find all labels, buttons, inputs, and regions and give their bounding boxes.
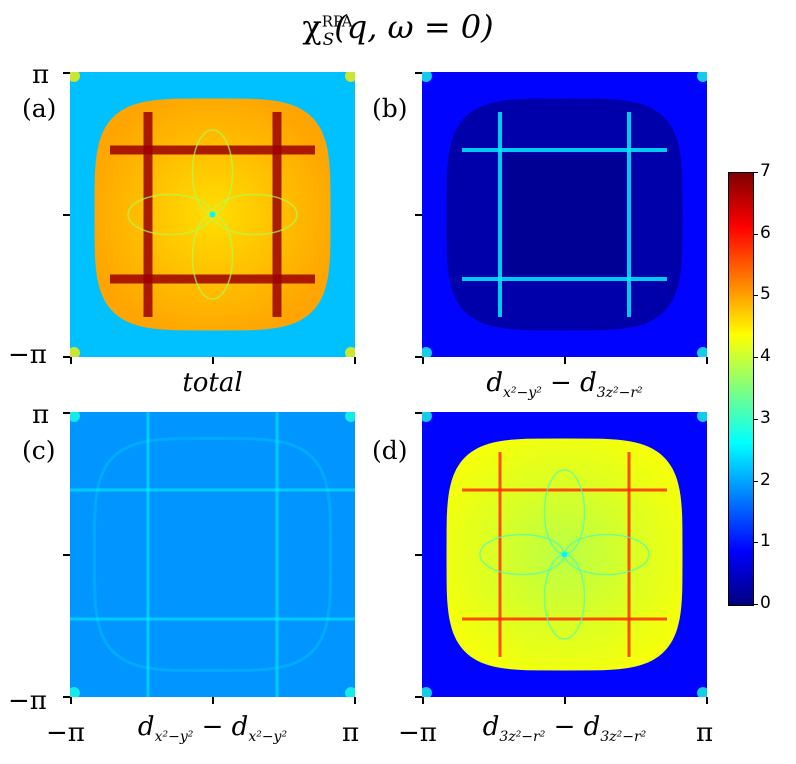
y-axis-tick-mark	[415, 356, 422, 358]
y-axis-tick-mark	[415, 554, 422, 556]
heatmap-background	[70, 412, 355, 697]
x-axis-tick-mark	[354, 697, 356, 704]
x-axis-tick-mark	[422, 357, 424, 364]
heatmap-corner-spot	[70, 347, 80, 357]
heatmap-panel-d	[422, 412, 707, 697]
heatmap-corner-spot	[345, 72, 355, 82]
heatmap-corner-spot	[70, 687, 80, 697]
panel-label-c: (c)	[22, 436, 56, 465]
heatmap-corner-spot	[422, 347, 432, 357]
x-axis-tick-mark	[354, 357, 356, 364]
x-axis-tick-mark	[564, 697, 566, 704]
x-axis-tick-mark	[70, 357, 72, 364]
colorbar-tick-mark	[753, 418, 758, 420]
heatmap-d-canvas	[422, 412, 707, 697]
x-label-a: total	[182, 368, 243, 398]
heatmap-corner-spot	[70, 72, 80, 82]
colorbar-tick-mark	[753, 604, 758, 605]
heatmap-a-canvas	[70, 72, 355, 357]
panel-label-d: (d)	[372, 436, 408, 465]
y-axis-tick-mark	[415, 696, 422, 698]
heatmap-corner-spot	[697, 687, 707, 697]
y-axis-tick-mark	[63, 696, 70, 698]
x-axis-tick-mark	[706, 357, 708, 364]
y-axis-tick-mark	[63, 214, 70, 216]
y-axis-tick-mark	[63, 412, 70, 414]
heatmap-corner-spot	[422, 72, 432, 82]
heatmap-corner-spot	[697, 412, 707, 422]
panel-label-b: (b)	[372, 94, 408, 123]
x-tick-pi-d: π	[696, 718, 714, 748]
x-label-c: dx²−y² − dx²−y²	[137, 712, 288, 746]
heatmap-corner-spot	[345, 687, 355, 697]
x-axis-tick-mark	[564, 357, 566, 364]
heatmap-b-canvas	[422, 72, 707, 357]
y-axis-tick-mark	[415, 214, 422, 216]
x-axis-tick-mark	[212, 697, 214, 704]
y-tick-minus-pi-c: −π	[8, 686, 47, 716]
heatmap-corner-spot	[345, 347, 355, 357]
colorbar-tick-mark	[753, 295, 758, 297]
heatmap-c-canvas	[70, 412, 355, 697]
x-tick-pi-c: π	[342, 718, 360, 748]
heatmap-corner-spot	[697, 347, 707, 357]
colorbar-tick-label: 2	[760, 469, 771, 490]
panel-label-a: (a)	[22, 94, 57, 123]
colorbar-tick-mark	[753, 172, 758, 173]
colorbar-tick-label: 7	[760, 161, 771, 181]
y-axis-tick-mark	[415, 412, 422, 414]
heatmap-corner-spot	[345, 412, 355, 422]
heatmap-center-point	[561, 551, 568, 558]
x-label-b: dx²−y² − d3z²−r²	[486, 368, 643, 402]
y-axis-tick-mark	[415, 72, 422, 74]
colorbar-tick-mark	[753, 357, 758, 359]
y-tick-minus-pi-a: −π	[8, 340, 47, 370]
heatmap-center-point	[209, 211, 216, 218]
heatmap-corner-spot	[70, 412, 80, 422]
colorbar-tick-label: 1	[760, 531, 771, 552]
heatmap-panel-b	[422, 72, 707, 357]
x-axis-tick-mark	[706, 697, 708, 704]
heatmap-corner-spot	[422, 687, 432, 697]
y-axis-tick-mark	[63, 554, 70, 556]
heatmap-inner-square	[504, 154, 625, 275]
colorbar	[728, 172, 754, 606]
heatmap-fermi-outline	[92, 436, 333, 673]
heatmap-corner-spot	[697, 72, 707, 82]
colorbar-tick-label: 4	[760, 346, 771, 367]
x-label-d: d3z²−r² − d3z²−r²	[482, 712, 647, 746]
colorbar-tick-label: 3	[760, 407, 771, 428]
heatmap-panel-c	[70, 412, 355, 697]
colorbar-tick-mark	[753, 542, 758, 544]
y-tick-pi-c: π	[32, 400, 50, 430]
x-axis-tick-mark	[212, 357, 214, 364]
heatmap-panel-a	[70, 72, 355, 357]
y-tick-pi-a: π	[32, 60, 50, 90]
colorbar-tick-mark	[753, 480, 758, 482]
colorbar-tick-label: 0	[760, 593, 771, 613]
colorbar-tick-label: 6	[760, 222, 771, 243]
y-axis-tick-mark	[63, 356, 70, 358]
y-axis-tick-mark	[63, 72, 70, 74]
x-axis-tick-mark	[70, 697, 72, 704]
x-tick-minus-pi-d: −π	[398, 718, 437, 748]
figure-title: χRPAS(q, ω = 0)	[302, 8, 494, 51]
colorbar-tick-mark	[753, 233, 758, 235]
colorbar-tick-label: 5	[760, 284, 771, 305]
x-axis-tick-mark	[422, 697, 424, 704]
heatmap-corner-spot	[422, 412, 432, 422]
x-tick-minus-pi-c: −π	[46, 718, 85, 748]
